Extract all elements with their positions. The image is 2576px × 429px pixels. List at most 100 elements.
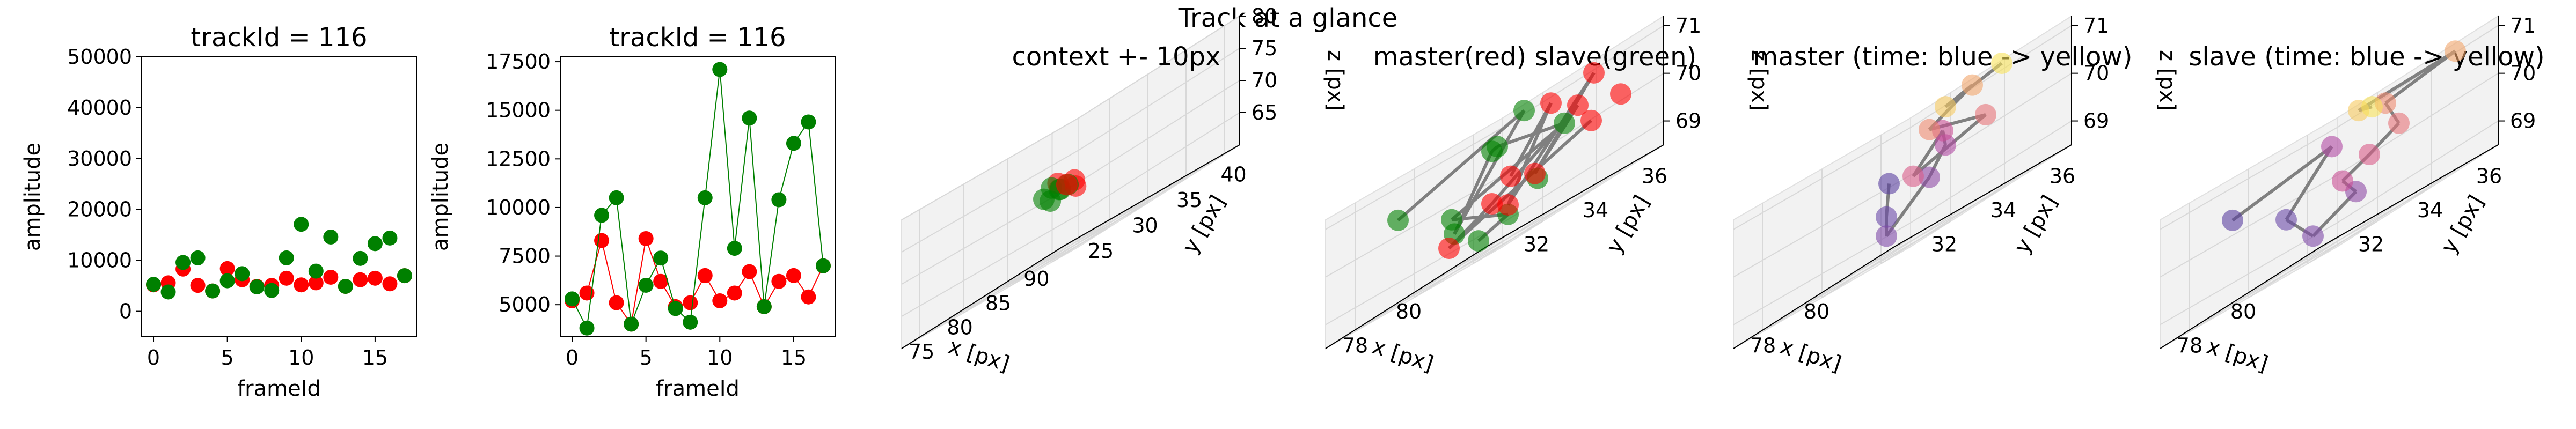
y-tick-label: 10000 (67, 249, 132, 272)
z-axis-label: z [px] (1747, 50, 1772, 111)
x-tick-label: 78 (1342, 334, 1368, 358)
y-tick-label: 40 (1220, 163, 1246, 187)
x-axis-label: x [px] (2204, 334, 2271, 377)
grid-line (2248, 195, 2410, 298)
data-point (801, 114, 816, 130)
chart-title: trackId = 116 (609, 23, 786, 53)
x-tick-label: 80 (2230, 300, 2256, 323)
data-point (1524, 162, 1546, 184)
y-tick-label: 10000 (486, 196, 551, 219)
z-tick-label: 69 (1675, 109, 1701, 133)
grid-line (1821, 195, 1984, 298)
data-point (279, 250, 294, 265)
y-tick-label: 35 (1176, 188, 1202, 212)
data-point (712, 62, 728, 77)
trajectory-segment (2231, 145, 2333, 222)
trajectory-segment (1497, 121, 1565, 149)
data-point (579, 320, 595, 336)
y-tick-label: 30 (1132, 214, 1158, 238)
x-axis-label: x [px] (945, 334, 1012, 377)
y-axis-line (1894, 144, 2072, 247)
y-tick-label: 20000 (67, 198, 132, 221)
chart-panel-4: 78 80 32 34 36 69 70 71 x [px] y [px] z [px] master… (1325, 14, 1772, 377)
data-point (1554, 112, 1575, 134)
data-point (1975, 103, 1996, 125)
grid-line (1473, 161, 1635, 264)
z-axis-label: z [px] (1323, 50, 1348, 111)
data-point (697, 268, 713, 283)
y-tick-label: 34 (1583, 198, 1608, 222)
y-tick-label: 34 (2417, 198, 2443, 222)
data-point (219, 273, 235, 289)
x-tick-label: 78 (1750, 334, 1776, 358)
y-tick-label: 36 (2050, 165, 2075, 188)
x-tick-label: 75 (909, 340, 934, 364)
data-point (1441, 209, 1462, 231)
chart-panel-1: trackId = 116 frameId amplitude 0 5 10 15 0 1000… (20, 23, 417, 401)
grid-line (1355, 229, 1517, 332)
grid-line (1733, 174, 1911, 278)
data-point (308, 263, 324, 279)
data-point (2222, 209, 2243, 231)
data-point (323, 229, 339, 245)
y-tick-label: 36 (1642, 165, 1667, 188)
x-axis-line (2160, 246, 2322, 349)
grid-line (901, 117, 1079, 220)
x-axis-label: frameId (656, 376, 740, 401)
y-tick-label: 32 (1524, 232, 1549, 256)
data-point (397, 268, 412, 284)
x-tick-label: 90 (1023, 267, 1049, 291)
data-point (756, 299, 772, 314)
trajectory-segment (1397, 109, 1525, 222)
data-point (1033, 188, 1055, 210)
grid-line (1078, 80, 1240, 183)
data-point (1610, 83, 1631, 105)
y-tick-label: 12500 (486, 147, 551, 171)
data-point (2332, 170, 2353, 192)
trajectory-segment (1453, 109, 1526, 235)
data-point (727, 241, 742, 256)
x-axis-line (1325, 246, 1487, 349)
data-point (668, 301, 683, 316)
data-point (367, 236, 383, 252)
data-point (2388, 112, 2410, 134)
data-point (160, 284, 176, 300)
data-point (205, 283, 221, 299)
data-point (638, 231, 654, 246)
grid-line (963, 210, 1125, 314)
data-point (1497, 194, 1519, 216)
data-point (1500, 165, 1521, 187)
x-tick-label: 0 (566, 346, 579, 369)
y-axis-label: y [px] (1602, 191, 1655, 257)
x-tick-label: 15 (781, 346, 807, 369)
x-axis-line (1733, 246, 1895, 349)
x-axis-label: x [px] (1369, 334, 1436, 377)
x-tick-label: 78 (2177, 334, 2202, 358)
grid-line (2160, 127, 2338, 230)
y-tick-label: 40000 (67, 96, 132, 120)
data-point (1876, 206, 1897, 228)
y-tick-label: 7500 (499, 245, 551, 268)
data-point (742, 264, 757, 279)
grid-line (1325, 127, 1503, 230)
y-axis-label: y [px] (2436, 191, 2489, 257)
data-point (1878, 173, 1900, 195)
z-tick-label: 65 (1252, 101, 1277, 124)
y-axis-label: amplitude (428, 143, 453, 251)
data-point (683, 314, 698, 330)
x-tick-label: 10 (288, 346, 314, 369)
data-point (338, 279, 353, 294)
data-point (1583, 62, 1605, 84)
grid-line (2307, 161, 2469, 264)
grid-line (1910, 120, 2072, 224)
data-point (609, 190, 624, 205)
z-tick-label: 80 (1252, 4, 1277, 28)
trajectory-segment (2285, 145, 2333, 221)
data-point (1481, 193, 1503, 214)
data-point (638, 277, 654, 293)
grid-line (1078, 48, 1240, 151)
figure-suptitle: Track at a glance (1178, 3, 1398, 33)
grid-line (901, 150, 1079, 253)
x-tick-label: 5 (221, 346, 234, 369)
